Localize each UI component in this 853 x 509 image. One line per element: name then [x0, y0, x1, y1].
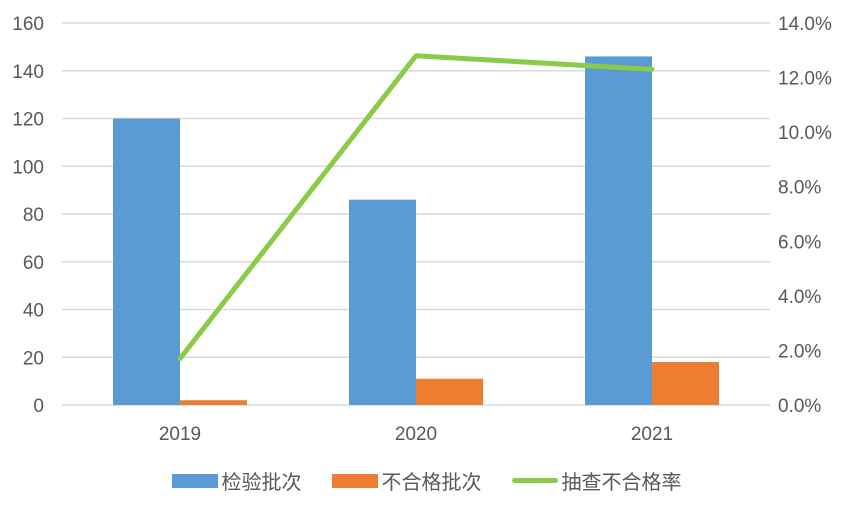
legend-label: 不合格批次 — [381, 470, 482, 494]
legend-item-failures: 不合格批次 — [331, 466, 482, 495]
legend-item-fail-rate: 抽查不合格率 — [511, 466, 682, 495]
left-axis-tick: 140 — [12, 62, 44, 83]
bar-2021 — [652, 362, 719, 405]
right-axis-tick: 2.0% — [778, 341, 821, 362]
plot-area: 0 20 40 60 80 100 120 140 160 0.0% 2.0% 4.0% 6.0% 8.0… — [12, 14, 832, 445]
right-axis-tick: 4.0% — [778, 287, 821, 308]
right-axis-tick: 10.0% — [778, 123, 832, 144]
right-axis-tick: 12.0% — [778, 69, 832, 90]
x-axis-label: 2019 — [159, 424, 201, 445]
right-axis-tick: 14.0% — [778, 14, 832, 35]
right-axis-tick: 0.0% — [778, 396, 821, 417]
legend-swatch-green-line — [511, 478, 558, 483]
legend-item-inspections: 检验批次 — [171, 466, 302, 495]
bar-2019 — [113, 118, 180, 405]
left-axis-tick: 60 — [23, 253, 44, 274]
bar-2020 — [349, 199, 416, 405]
left-axis-tick: 100 — [12, 157, 44, 178]
legend: 检验批次 不合格批次 抽查不合格率 — [0, 466, 853, 495]
left-axis-tick: 160 — [12, 14, 44, 35]
left-axis-tick: 40 — [23, 301, 44, 322]
left-axis-tick: 120 — [12, 110, 44, 131]
legend-label: 抽查不合格率 — [561, 470, 682, 494]
legend-label: 检验批次 — [221, 470, 302, 494]
left-axis-tick: 80 — [23, 205, 44, 226]
x-axis-label: 2021 — [631, 424, 673, 445]
left-axis-tick: 0 — [33, 396, 44, 417]
bar-2020 — [416, 378, 483, 405]
legend-swatch-blue — [171, 473, 218, 488]
line-series-fail-rate — [177, 53, 655, 362]
bar-2019 — [180, 400, 247, 405]
right-axis-tick: 8.0% — [778, 178, 821, 199]
bar-2021 — [585, 56, 652, 406]
left-axis-tick: 20 — [23, 348, 44, 369]
legend-swatch-orange — [331, 473, 378, 488]
x-axis-label: 2020 — [395, 424, 437, 445]
right-axis-tick: 6.0% — [778, 232, 821, 253]
